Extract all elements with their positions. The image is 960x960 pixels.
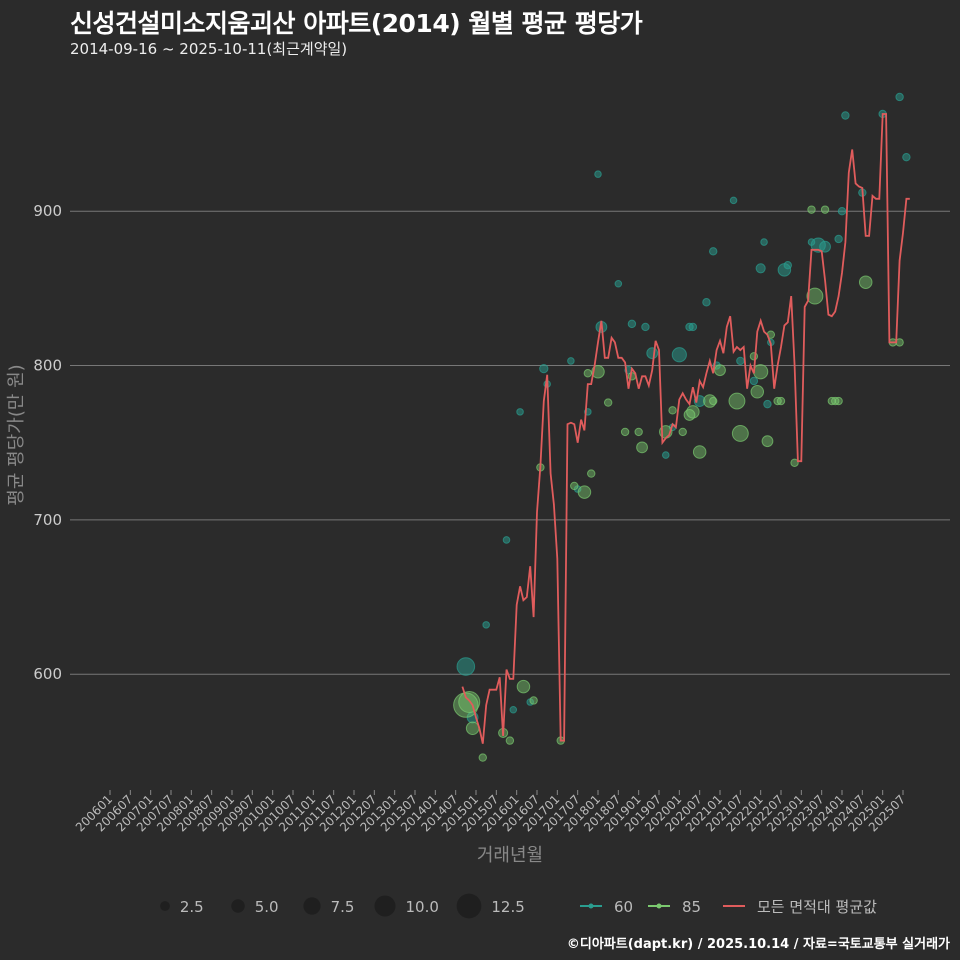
size-legend-label-1: 5.0 (255, 898, 279, 916)
point-85-37 (776, 396, 786, 406)
average-line (461, 113, 910, 744)
point-85-22 (678, 427, 687, 437)
point-85-32 (750, 385, 765, 399)
chart-title: 신성건설미소지움괴산 아파트(2014) 월별 평균 평당가 (70, 9, 643, 38)
point-60-14 (614, 279, 623, 288)
point-85-40 (806, 287, 824, 305)
point-60-3 (502, 536, 511, 544)
size-legend-marker-3 (374, 895, 396, 917)
point-85-39 (807, 205, 816, 214)
source-caption: ©디아파트(dapt.kr) / 2025.10.14 / 자료=국토교통부 실… (566, 937, 950, 952)
point-60-12 (594, 170, 602, 178)
point-85-28 (714, 364, 726, 377)
point-60-39 (819, 240, 831, 253)
point-60-16 (627, 319, 637, 329)
size-legend-label-2: 7.5 (331, 898, 355, 916)
point-85-45 (858, 275, 873, 289)
y-tick-label-700: 700 (33, 511, 62, 529)
point-85-5 (505, 736, 515, 745)
y-tick-label-600: 600 (33, 665, 62, 683)
y-tick-label-900: 900 (33, 202, 62, 220)
point-85-38 (790, 458, 799, 467)
point-60-19 (662, 451, 670, 459)
x-axis-title: 거래년월 (477, 845, 543, 866)
series-60-points (456, 92, 911, 724)
point-60-36 (783, 261, 792, 270)
point-60-18 (646, 347, 659, 360)
point-60-17 (641, 322, 650, 332)
series-legend-dot-0 (588, 903, 594, 909)
point-85-10 (570, 481, 579, 491)
legend: 2.5 5.0 7.5 10.0 12.5 60 85 모든 면적대 평균값 (160, 893, 877, 919)
point-60-28 (729, 196, 738, 205)
series-legend-dot-1 (656, 903, 662, 909)
point-85-25 (692, 445, 707, 459)
point-85-12 (583, 369, 593, 378)
size-legend-label-4: 12.5 (491, 898, 524, 916)
point-85-16 (620, 427, 630, 437)
size-legend-label-0: 2.5 (180, 898, 204, 916)
point-60-21 (671, 347, 687, 363)
point-85-19 (636, 441, 648, 454)
y-axis-ticks: 600 700 800 900 (33, 202, 62, 683)
point-85-41 (820, 205, 830, 214)
chart-subtitle: 2014-09-16 ~ 2025-10-11(최근계약일) (70, 40, 348, 58)
grid-lines (70, 210, 950, 675)
point-60-42 (841, 111, 850, 120)
point-60-41 (837, 206, 847, 216)
series-legend-label-2: 모든 면적대 평균값 (757, 898, 877, 916)
point-60-23 (688, 322, 698, 332)
point-85-6 (516, 679, 531, 694)
point-85-30 (731, 425, 749, 442)
point-60-31 (755, 263, 766, 274)
point-85-33 (753, 364, 769, 380)
point-85-0 (453, 692, 479, 718)
series-legend-label-1: 85 (682, 898, 701, 916)
point-85-21 (668, 406, 677, 415)
point-60-45 (895, 92, 904, 102)
point-85-18 (634, 427, 643, 437)
series-85-points (453, 205, 904, 762)
point-60-40 (834, 234, 843, 244)
size-legend-marker-1 (231, 899, 245, 913)
point-60-9 (567, 357, 575, 365)
series-legend-label-0: 60 (614, 898, 633, 916)
point-60-4 (509, 705, 518, 714)
y-axis-title: 평균 평당가(만 원) (6, 364, 27, 505)
point-85-2 (465, 721, 480, 736)
point-85-11 (577, 485, 592, 499)
point-60-29 (736, 356, 745, 366)
point-85-44 (834, 396, 843, 406)
size-legend-marker-2 (303, 897, 321, 915)
average-line-group (461, 113, 910, 744)
point-60-30 (749, 376, 759, 386)
size-legend-label-3: 10.0 (406, 898, 439, 916)
point-85-15 (603, 398, 613, 407)
x-axis-ticks: 2006012006072007012007072008012008072009… (73, 790, 908, 835)
point-85-27 (709, 396, 718, 406)
point-85-7 (529, 696, 538, 705)
point-60-26 (709, 247, 718, 256)
point-60-25 (702, 298, 711, 307)
size-legend-marker-0 (160, 901, 170, 911)
point-60-0 (456, 657, 476, 676)
y-tick-label-800: 800 (33, 357, 62, 375)
size-legend-marker-4 (456, 893, 482, 919)
point-85-24 (686, 405, 700, 419)
point-60-33 (763, 399, 772, 409)
point-85-29 (728, 392, 746, 410)
point-85-13 (587, 469, 596, 478)
point-60-32 (760, 238, 768, 246)
point-85-3 (478, 753, 487, 762)
point-60-5 (516, 408, 524, 416)
point-60-46 (902, 152, 911, 162)
point-85-31 (749, 352, 759, 361)
point-85-34 (761, 435, 774, 448)
point-60-7 (539, 364, 549, 374)
point-60-2 (482, 621, 490, 629)
